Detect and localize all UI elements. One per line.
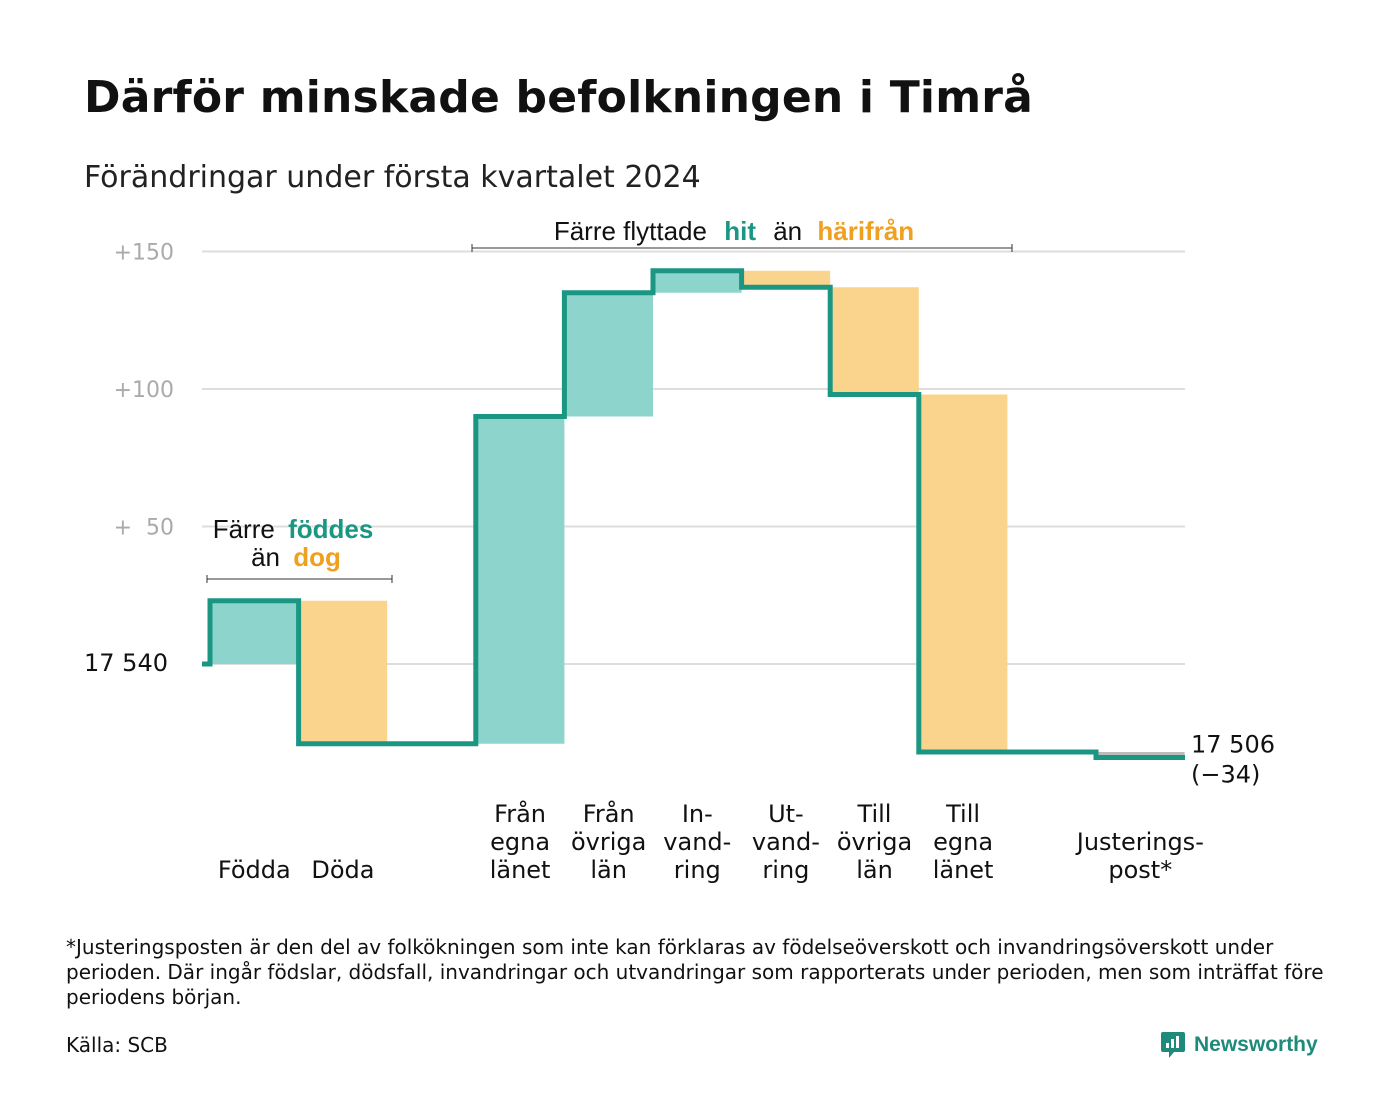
category-labels: Födda DödaFrånegnalänetFrånövrigalänIn-va…	[218, 799, 1204, 884]
waterfall-bar	[918, 394, 1008, 752]
category-label: Justerings-	[1075, 828, 1204, 856]
category-label: Från	[494, 799, 546, 828]
category-label: länet	[490, 856, 551, 884]
category-label: Ut-	[768, 800, 804, 828]
svg-text:Färre flyttade hit: Färre flyttade hit än härifrån	[554, 216, 914, 246]
category-label: vand-	[752, 828, 820, 856]
newsworthy-logo[interactable]: Newsworthy	[1160, 1030, 1318, 1060]
category-label: ring	[762, 856, 809, 884]
waterfall-bar	[210, 600, 299, 664]
cumulative-step-line	[202, 268, 1185, 760]
category-label: vand-	[663, 828, 731, 856]
svg-text:Färre föddes: Färre föddes	[213, 514, 374, 544]
category-label: In-	[682, 800, 713, 828]
waterfall-bar	[1096, 752, 1185, 758]
births-annotation: Färre föddes än dog	[206, 514, 393, 583]
start-value-label: 17 540	[84, 649, 168, 677]
category-label: Födda	[218, 856, 291, 884]
y-tick-label: + 50	[114, 516, 174, 541]
category-label: län	[590, 856, 627, 884]
category-label: egna	[490, 828, 550, 856]
line-layer	[202, 268, 1185, 760]
y-tick-label: +100	[114, 378, 174, 403]
bars-layer	[210, 270, 1185, 758]
category-label: länet	[933, 856, 994, 884]
y-tick-label: +150	[114, 241, 174, 266]
source-label: Källa: SCB	[66, 1033, 168, 1057]
waterfall-bar	[564, 292, 653, 417]
category-label: Till	[857, 800, 892, 828]
chart-title: Därför minskade befolkningen i Timrå	[84, 72, 1034, 123]
category-label: egna	[933, 828, 993, 856]
waterfall-bar	[830, 287, 919, 395]
newsworthy-logo-icon	[1161, 1032, 1185, 1058]
newsworthy-logo-text: Newsworthy	[1194, 1033, 1318, 1056]
category-label: Döda	[311, 856, 374, 884]
end-change-label: (−34)	[1191, 761, 1260, 789]
migration-annotation-prefix: Färre flyttade	[554, 216, 707, 246]
births-annotation-prefix: Färre	[213, 514, 275, 544]
migration-annotation-middle: än	[773, 216, 802, 246]
births-annotation-prefix-2: än	[251, 542, 280, 572]
category-label: län	[856, 856, 893, 884]
births-annotation-highlight: föddes	[288, 514, 373, 544]
category-label: post*	[1108, 856, 1172, 884]
svg-text:än dog: än dog	[251, 542, 341, 572]
tick-layer: +150 +100 + 50	[114, 241, 174, 541]
waterfall-bar	[298, 600, 388, 744]
category-label: Från	[583, 799, 635, 828]
waterfall-bar	[741, 270, 831, 288]
category-label: Till	[945, 800, 980, 828]
waterfall-bar	[475, 416, 565, 744]
category-label: övriga	[837, 828, 912, 856]
migration-annotation: Färre flyttade hit än härifrån	[471, 216, 1013, 252]
births-annotation-highlight-2: dog	[293, 542, 341, 572]
migration-annotation-hit: hit	[724, 216, 756, 246]
end-value-label: 17 506	[1191, 731, 1275, 759]
waterfall-chart: +150+100+ 50 Födda DödaFrånegnalänetFrånö…	[84, 216, 1275, 884]
footnote: *Justeringsposten är den del av folkökni…	[66, 935, 1324, 1009]
category-label: övriga	[571, 828, 646, 856]
category-label: ring	[674, 856, 721, 884]
migration-annotation-harifran: härifrån	[817, 216, 914, 246]
chart-subtitle: Förändringar under första kvartalet 2024	[84, 160, 701, 195]
waterfall-bar	[653, 270, 742, 293]
